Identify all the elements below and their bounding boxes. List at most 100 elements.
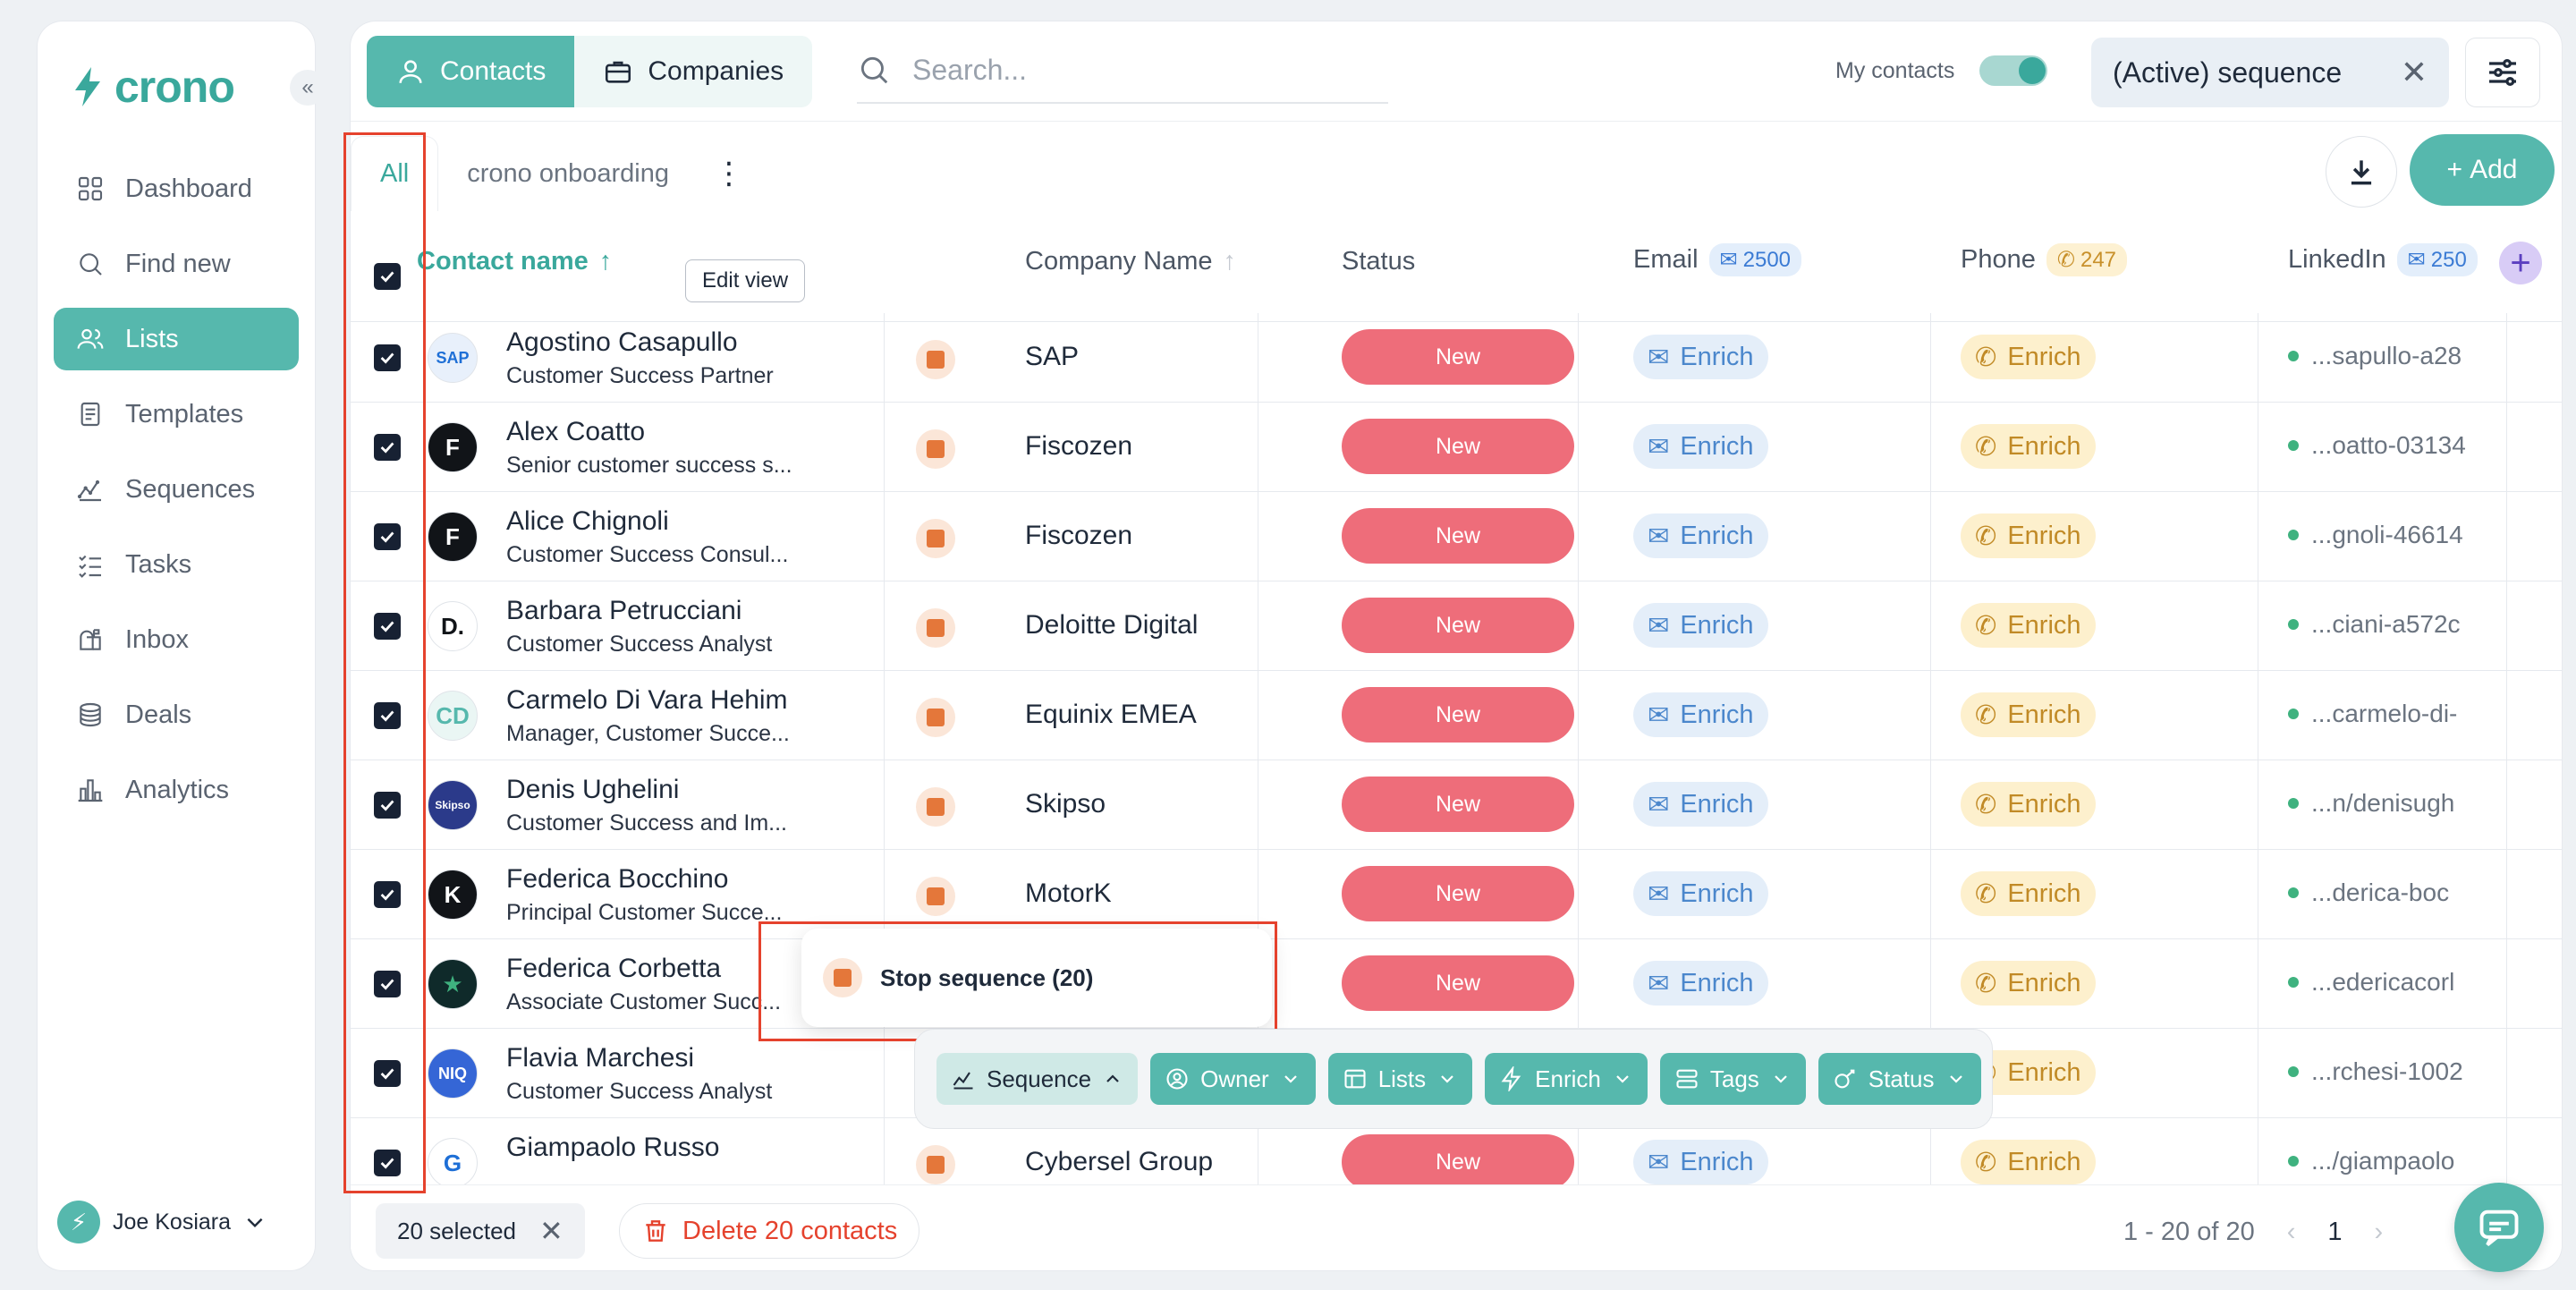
table-row[interactable]: F Alice Chignoli Customer Success Consul..… <box>351 492 2562 581</box>
chat-support-button[interactable] <box>2454 1183 2544 1272</box>
sequence-active-icon[interactable] <box>916 877 955 916</box>
contact-name[interactable]: Carmelo Di Vara Hehim <box>506 685 788 715</box>
search-input[interactable] <box>912 53 1360 87</box>
status-badge[interactable]: New <box>1342 1134 1574 1190</box>
contact-name[interactable]: Federica Bocchino <box>506 864 729 894</box>
status-badge[interactable]: New <box>1342 329 1574 385</box>
linkedin-link[interactable]: ...ciani-a572c <box>2288 610 2503 639</box>
row-checkbox[interactable] <box>374 523 401 550</box>
contacts-tab-button[interactable]: Contacts <box>367 36 575 107</box>
table-row[interactable]: CD Carmelo Di Vara Hehim Manager, Customer… <box>351 671 2562 760</box>
sidebar-item-tasks[interactable]: Tasks <box>54 533 299 596</box>
enrich-phone-button[interactable]: ✆ Enrich <box>1961 871 2096 916</box>
row-checkbox[interactable] <box>374 1150 401 1176</box>
add-column-button[interactable]: + <box>2499 242 2542 284</box>
more-vertical-icon[interactable]: ⋮ <box>713 157 744 191</box>
sidebar-item-inbox[interactable]: Inbox <box>54 608 299 671</box>
collapse-sidebar-button[interactable]: « <box>290 70 326 106</box>
edit-view-button[interactable]: Edit view <box>685 259 806 302</box>
sidebar-item-sequences[interactable]: Sequences <box>54 458 299 521</box>
sidebar-item-dashboard[interactable]: Dashboard <box>54 157 299 220</box>
chevron-left-icon[interactable]: ‹ <box>2286 1218 2296 1246</box>
sidebar-item-templates[interactable]: Templates <box>54 383 299 446</box>
status-header[interactable]: Status <box>1342 247 1415 276</box>
row-checkbox[interactable] <box>374 613 401 640</box>
chevron-right-icon[interactable]: › <box>2374 1218 2384 1246</box>
download-button[interactable] <box>2326 136 2397 208</box>
row-checkbox[interactable] <box>374 344 401 371</box>
company-name[interactable]: Equinix EMEA <box>1025 700 1197 729</box>
status-badge[interactable]: New <box>1342 866 1574 921</box>
enrich-phone-button[interactable]: ✆ Enrich <box>1961 961 2096 1006</box>
table-row[interactable]: Skipso Denis Ughelini Customer Success and… <box>351 760 2562 850</box>
enrich-email-button[interactable]: ✉ Enrich <box>1633 782 1768 827</box>
contact-name[interactable]: Alex Coatto <box>506 417 646 446</box>
status-badge[interactable]: New <box>1342 508 1574 564</box>
table-row[interactable]: ★ Federica Corbetta Associate Customer Suc… <box>351 939 2562 1029</box>
enrich-email-button[interactable]: ✉ Enrich <box>1633 1140 1768 1184</box>
enrich-email-button[interactable]: ✉ Enrich <box>1633 513 1768 558</box>
table-row[interactable]: K Federica Bocchino Principal Customer Suc… <box>351 850 2562 939</box>
enrich-email-button[interactable]: ✉ Enrich <box>1633 961 1768 1006</box>
select-all-checkbox[interactable] <box>374 263 401 290</box>
enrich-email-button[interactable]: ✉ Enrich <box>1633 424 1768 469</box>
enrich-phone-button[interactable]: ✆ Enrich <box>1961 603 2096 648</box>
company-name-header[interactable]: Company Name ↑ <box>1025 247 1236 276</box>
enrich-phone-button[interactable]: ✆ Enrich <box>1961 335 2096 379</box>
bulk-sequence-button[interactable]: Sequence <box>936 1053 1139 1105</box>
linkedin-link[interactable]: ...rchesi-1002 <box>2288 1057 2503 1086</box>
sequence-active-icon[interactable] <box>916 1145 955 1184</box>
company-name[interactable]: Deloitte Digital <box>1025 610 1199 640</box>
phone-header[interactable]: Phone ✆ 247 <box>1961 243 2128 276</box>
linkedin-header[interactable]: LinkedIn ✉ 250 <box>2288 243 2492 276</box>
enrich-phone-button[interactable]: ✆ Enrich <box>1961 782 2096 827</box>
contact-name[interactable]: Agostino Casapullo <box>506 327 738 357</box>
sequence-active-icon[interactable] <box>916 340 955 379</box>
page-number[interactable]: 1 <box>2327 1218 2343 1246</box>
contact-name[interactable]: Flavia Marchesi <box>506 1043 695 1073</box>
row-checkbox[interactable] <box>374 1060 401 1087</box>
status-badge[interactable]: New <box>1342 687 1574 743</box>
companies-tab-button[interactable]: Companies <box>574 36 812 107</box>
my-contacts-toggle[interactable] <box>1979 55 2048 86</box>
enrich-phone-button[interactable]: ✆ Enrich <box>1961 424 2096 469</box>
contact-name[interactable]: Giampaolo Russo <box>506 1133 720 1162</box>
close-icon[interactable]: ✕ <box>2400 54 2428 90</box>
stop-sequence-option[interactable]: Stop sequence (20) <box>801 929 1272 1027</box>
enrich-email-button[interactable]: ✉ Enrich <box>1633 871 1768 916</box>
company-name[interactable]: Fiscozen <box>1025 521 1133 550</box>
bulk-owner-button[interactable]: Owner <box>1150 1053 1316 1105</box>
enrich-email-button[interactable]: ✉ Enrich <box>1633 692 1768 737</box>
sequence-active-icon[interactable] <box>916 608 955 648</box>
row-checkbox[interactable] <box>374 971 401 997</box>
email-header[interactable]: Email ✉ 2500 <box>1633 243 1802 276</box>
sidebar-item-deals[interactable]: Deals <box>54 683 299 746</box>
status-badge[interactable]: New <box>1342 777 1574 832</box>
sequence-active-icon[interactable] <box>916 698 955 737</box>
linkedin-link[interactable]: ...carmelo-di- <box>2288 700 2503 728</box>
tab-crono-onboarding[interactable]: crono onboarding <box>467 158 669 188</box>
row-checkbox[interactable] <box>374 434 401 461</box>
table-row[interactable]: F Alex Coatto Senior customer success s...… <box>351 403 2562 492</box>
status-badge[interactable]: New <box>1342 419 1574 474</box>
row-checkbox[interactable] <box>374 702 401 729</box>
active-filter-chip[interactable]: (Active) sequence ✕ <box>2091 38 2449 107</box>
linkedin-link[interactable]: ...n/denisugh <box>2288 789 2503 818</box>
company-name[interactable]: SAP <box>1025 342 1080 371</box>
enrich-phone-button[interactable]: ✆ Enrich <box>1961 513 2096 558</box>
filters-button[interactable] <box>2465 38 2540 107</box>
delete-contacts-button[interactable]: Delete 20 contacts <box>619 1203 920 1259</box>
sidebar-item-analytics[interactable]: Analytics <box>54 759 299 821</box>
contact-name[interactable]: Barbara Petrucciani <box>506 596 742 625</box>
status-badge[interactable]: New <box>1342 955 1574 1011</box>
row-checkbox[interactable] <box>374 881 401 908</box>
sequence-active-icon[interactable] <box>916 787 955 827</box>
sidebar-item-find-new[interactable]: Find new <box>54 233 299 295</box>
contact-name-header[interactable]: Contact name ↑ <box>417 247 612 276</box>
table-row[interactable]: D. Barbara Petrucciani Customer Success An… <box>351 581 2562 671</box>
linkedin-link[interactable]: ...edericacorl <box>2288 968 2503 997</box>
linkedin-link[interactable]: ...sapullo-a28 <box>2288 342 2503 370</box>
linkedin-link[interactable]: ...oatto-03134 <box>2288 431 2503 460</box>
bulk-lists-button[interactable]: Lists <box>1327 1053 1473 1105</box>
enrich-email-button[interactable]: ✉ Enrich <box>1633 603 1768 648</box>
